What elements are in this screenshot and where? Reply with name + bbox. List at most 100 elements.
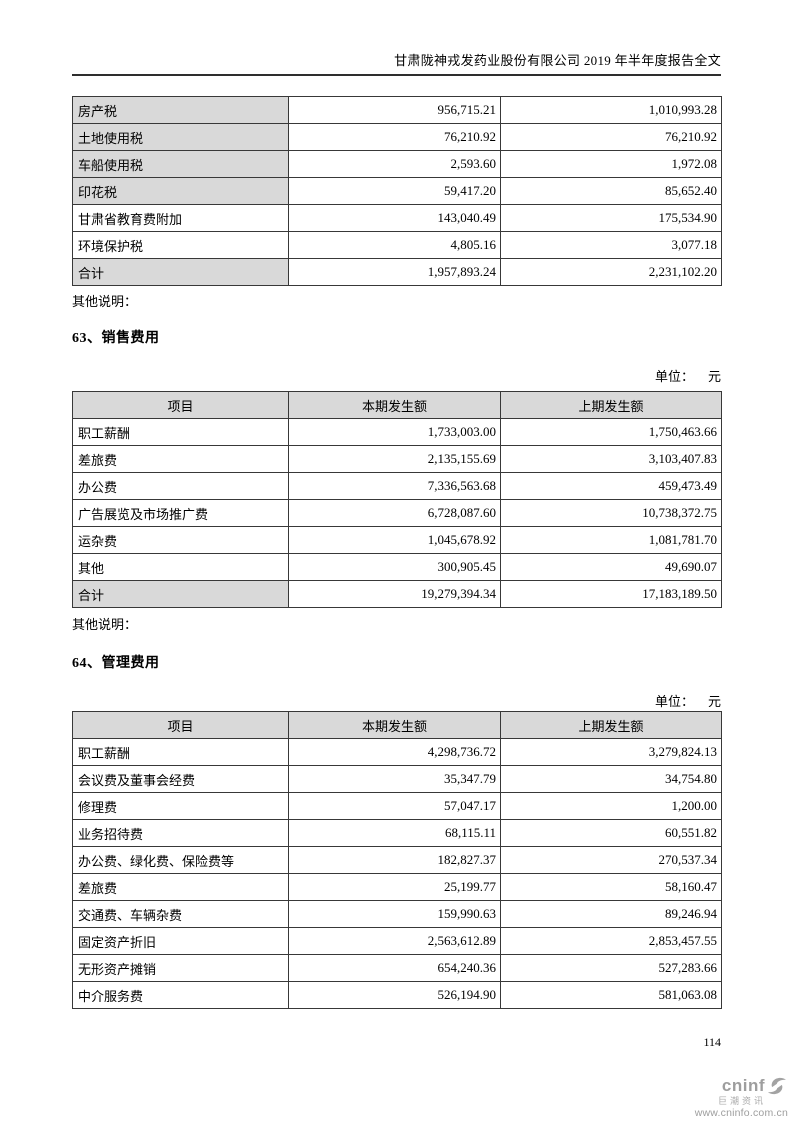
table-row: 修理费 57,047.17 1,200.00: [72, 792, 722, 820]
document-header: 甘肃陇神戎发药业股份有限公司 2019 年半年度报告全文: [72, 50, 721, 76]
row-label: 差旅费: [72, 445, 289, 473]
prior-period-value: 34,754.80: [500, 765, 722, 793]
row-label: 业务招待费: [72, 819, 289, 847]
unit-label: 单位：: [654, 694, 694, 709]
prior-period-value: 1,200.00: [500, 792, 722, 820]
current-period-value: 35,347.79: [288, 765, 501, 793]
row-label: 其他: [72, 553, 289, 581]
prior-period-value: 1,750,463.66: [500, 418, 722, 446]
prior-period-value: 89,246.94: [500, 900, 722, 928]
row-label: 广告展览及市场推广费: [72, 499, 289, 527]
table-row: 办公费、绿化费、保险费等 182,827.37 270,537.34: [72, 846, 722, 874]
row-label: 合计: [72, 580, 289, 608]
current-period-value: 1,733,003.00: [288, 418, 501, 446]
table-row: 甘肃省教育费附加 143,040.49 175,534.90: [72, 204, 722, 232]
row-label: 车船使用税: [72, 150, 289, 178]
table-row: 差旅费 25,199.77 58,160.47: [72, 873, 722, 901]
document-title: 甘肃陇神戎发药业股份有限公司 2019 年半年度报告全文: [394, 53, 721, 68]
current-period-value: 59,417.20: [288, 177, 501, 205]
row-label: 交通费、车辆杂费: [72, 900, 289, 928]
row-label: 会议费及董事会经费: [72, 765, 289, 793]
row-label: 职工薪酬: [72, 738, 289, 766]
section-title-63: 63、销售费用: [72, 331, 160, 346]
prior-period-value: 3,103,407.83: [500, 445, 722, 473]
current-period-value: 143,040.49: [288, 204, 501, 232]
other-note: 其他说明：: [72, 294, 138, 309]
current-period-value: 300,905.45: [288, 553, 501, 581]
row-label: 无形资产摊销: [72, 954, 289, 982]
current-period-value: 19,279,394.34: [288, 580, 501, 608]
section-title-64: 64、管理费用: [72, 656, 160, 671]
current-period-value: 4,298,736.72: [288, 738, 501, 766]
prior-period-value: 76,210.92: [500, 123, 722, 151]
unit-line: 单位： 元: [72, 691, 721, 710]
table-row: 职工薪酬 1,733,003.00 1,750,463.66: [72, 418, 722, 446]
row-label: 印花税: [72, 177, 289, 205]
table-row: 运杂费 1,045,678.92 1,081,781.70: [72, 526, 722, 554]
cninfo-brand-row: cninf: [678, 1076, 788, 1096]
table-row: 房产税 956,715.21 1,010,993.28: [72, 96, 722, 124]
row-label: 办公费、绿化费、保险费等: [72, 846, 289, 874]
table-row: 车船使用税 2,593.60 1,972.08: [72, 150, 722, 178]
prior-period-value: 58,160.47: [500, 873, 722, 901]
unit-line: 单位： 元: [72, 366, 721, 385]
row-label: 甘肃省教育费附加: [72, 204, 289, 232]
current-period-value: 2,135,155.69: [288, 445, 501, 473]
table-row: 无形资产摊销 654,240.36 527,283.66: [72, 954, 722, 982]
current-period-value: 956,715.21: [288, 96, 501, 124]
table-row: 土地使用税 76,210.92 76,210.92: [72, 123, 722, 151]
row-label: 房产税: [72, 96, 289, 124]
sales-expense-table: 项目 本期发生额 上期发生额 职工薪酬 1,733,003.00 1,750,463.66…: [72, 391, 722, 608]
prior-period-value: 60,551.82: [500, 819, 722, 847]
current-period-value: 2,593.60: [288, 150, 501, 178]
column-header: 项目: [72, 711, 289, 739]
prior-period-value: 459,473.49: [500, 472, 722, 500]
column-header: 本期发生额: [288, 391, 501, 419]
table-header-row: 项目 本期发生额 上期发生额: [72, 711, 722, 739]
column-header: 项目: [72, 391, 289, 419]
row-label: 固定资产折旧: [72, 927, 289, 955]
prior-period-value: 1,972.08: [500, 150, 722, 178]
column-header: 上期发生额: [500, 391, 722, 419]
cninfo-brand-chinese: 巨潮资讯: [717, 1096, 766, 1106]
unit-value: 元: [707, 694, 721, 709]
row-label: 环境保护税: [72, 231, 289, 259]
table-row: 职工薪酬 4,298,736.72 3,279,824.13: [72, 738, 722, 766]
current-period-value: 2,563,612.89: [288, 927, 501, 955]
row-label: 运杂费: [72, 526, 289, 554]
prior-period-value: 581,063.08: [500, 981, 722, 1009]
table-row: 中介服务费 526,194.90 581,063.08: [72, 981, 722, 1009]
table-row: 固定资产折旧 2,563,612.89 2,853,457.55: [72, 927, 722, 955]
prior-period-value: 175,534.90: [500, 204, 722, 232]
prior-period-value: 1,081,781.70: [500, 526, 722, 554]
swirl-icon: [766, 1076, 788, 1096]
table-row: 差旅费 2,135,155.69 3,103,407.83: [72, 445, 722, 473]
current-period-value: 7,336,563.68: [288, 472, 501, 500]
current-period-value: 4,805.16: [288, 231, 501, 259]
table-row: 合计 1,957,893.24 2,231,102.20: [72, 258, 722, 286]
prior-period-value: 85,652.40: [500, 177, 722, 205]
other-note: 其他说明：: [72, 617, 138, 632]
row-label: 差旅费: [72, 873, 289, 901]
current-period-value: 25,199.77: [288, 873, 501, 901]
table-row: 环境保护税 4,805.16 3,077.18: [72, 231, 722, 259]
current-period-value: 6,728,087.60: [288, 499, 501, 527]
current-period-value: 159,990.63: [288, 900, 501, 928]
prior-period-value: 49,690.07: [500, 553, 722, 581]
prior-period-value: 2,853,457.55: [500, 927, 722, 955]
table-row: 广告展览及市场推广费 6,728,087.60 10,738,372.75: [72, 499, 722, 527]
current-period-value: 526,194.90: [288, 981, 501, 1009]
cninfo-watermark: cninf 巨潮资讯 www.cninfo.com.cn: [678, 1076, 788, 1119]
table-row: 印花税 59,417.20 85,652.40: [72, 177, 722, 205]
taxes-and-surcharges-table: 房产税 956,715.21 1,010,993.28 土地使用税 76,210.92 7…: [72, 96, 722, 286]
current-period-value: 654,240.36: [288, 954, 501, 982]
current-period-value: 1,045,678.92: [288, 526, 501, 554]
table-row: 其他 300,905.45 49,690.07: [72, 553, 722, 581]
prior-period-value: 17,183,189.50: [500, 580, 722, 608]
cninfo-brand-text: cninf: [721, 1076, 765, 1096]
cninfo-url: www.cninfo.com.cn: [694, 1107, 788, 1120]
page-number: 114: [703, 1035, 721, 1049]
prior-period-value: 1,010,993.28: [500, 96, 722, 124]
row-label: 土地使用税: [72, 123, 289, 151]
row-label: 职工薪酬: [72, 418, 289, 446]
